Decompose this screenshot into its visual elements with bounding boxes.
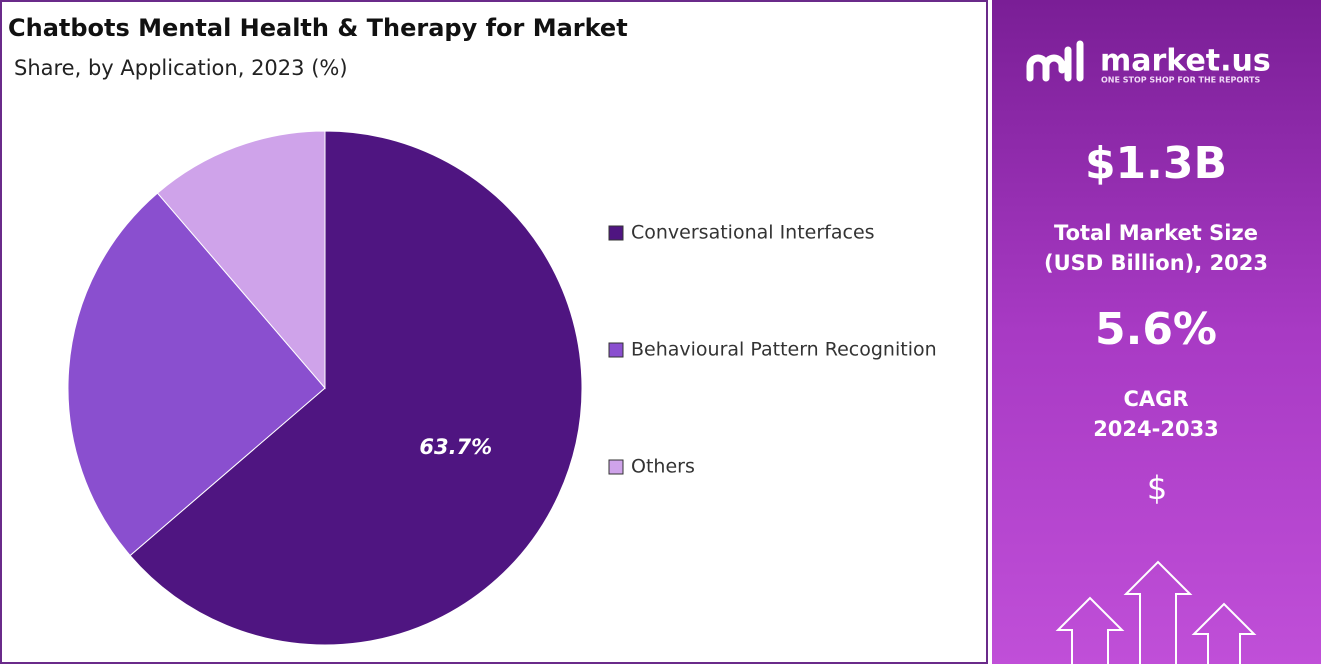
brand: market.us bbox=[1100, 44, 1271, 79]
market-size: $1.3B bbox=[1085, 138, 1227, 189]
cagr: 5.6% bbox=[1095, 304, 1217, 355]
market-size-label: Total Market Size bbox=[1054, 221, 1258, 245]
chart-subtitle: Share, by Application, 2023 (%) bbox=[14, 56, 348, 80]
pie-slice bbox=[67, 192, 326, 557]
pie-slice bbox=[129, 130, 583, 646]
tagline: ONE STOP SHOP FOR THE REPORTS bbox=[1101, 76, 1260, 85]
pie-slice bbox=[156, 130, 326, 390]
market-size-label: (USD Billion), 2023 bbox=[1044, 251, 1268, 275]
data-label: 63.7% bbox=[419, 435, 492, 459]
chart-title: Chatbots Mental Health & Therapy for Mar… bbox=[8, 14, 628, 42]
legend-label: Conversational Interfaces bbox=[631, 222, 875, 244]
legend-label: Others bbox=[631, 456, 695, 478]
arrows-decoration bbox=[1055, 560, 1257, 664]
logo-icon bbox=[1026, 40, 1084, 82]
cagr-label: 2024-2033 bbox=[1093, 417, 1219, 441]
cagr-label: CAGR bbox=[1123, 387, 1188, 411]
legend-label: Behavioural Pattern Recognition bbox=[631, 339, 937, 361]
legend-swatch bbox=[608, 459, 624, 475]
dollar-icon: $ bbox=[1147, 469, 1167, 507]
legend-swatch bbox=[608, 342, 624, 358]
side-panel bbox=[992, 0, 1321, 664]
legend-swatch bbox=[608, 225, 624, 241]
